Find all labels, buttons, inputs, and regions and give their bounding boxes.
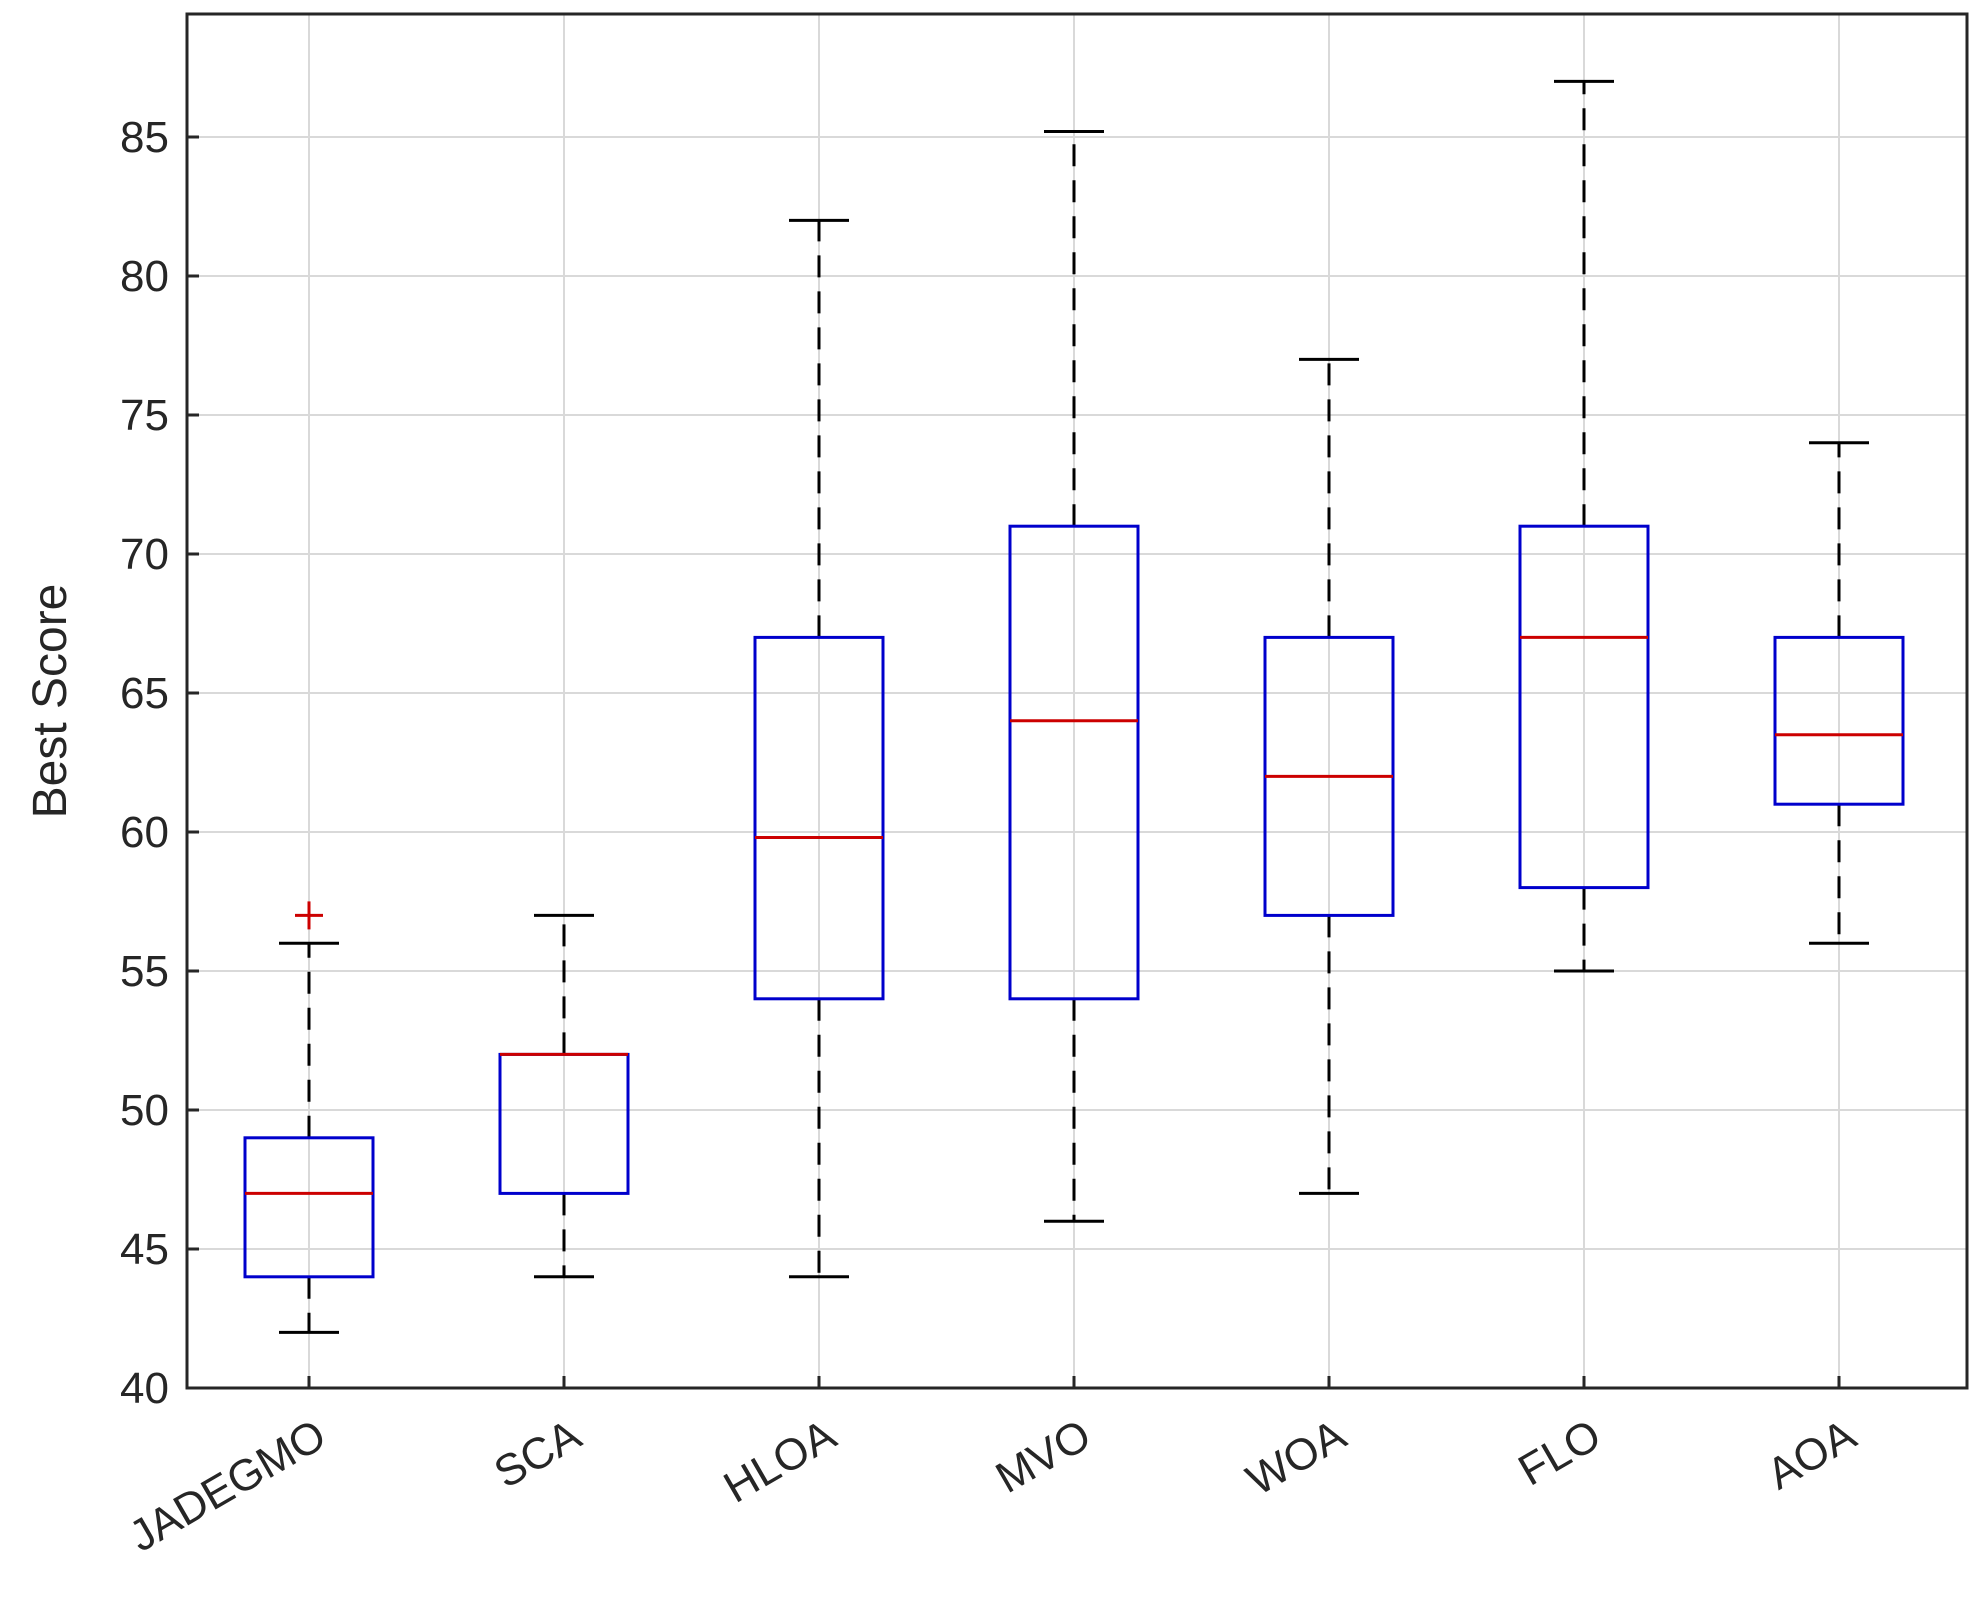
y-axis-title: Best Score — [24, 584, 77, 819]
y-tick-label: 70 — [120, 530, 169, 579]
x-tick-label: HLOA — [716, 1410, 845, 1513]
boxplot-chart: 40 45 50 55 60 65 70 75 80 85 JADEGMO SCA HLOA MVO WO… — [0, 0, 1977, 1619]
x-tick-label: WOA — [1238, 1410, 1354, 1505]
plot-area-frame — [187, 14, 1967, 1388]
y-tick-label: 85 — [120, 113, 169, 162]
grid-layer — [187, 14, 1967, 1388]
x-tick-label: FLO — [1510, 1410, 1609, 1495]
x-tick-label: MVO — [988, 1410, 1099, 1503]
x-axis-ticks: JADEGMO SCA HLOA MVO WOA FLO AOA — [121, 1376, 1864, 1561]
y-tick-label: 65 — [120, 669, 169, 718]
box-group-woa — [1265, 359, 1393, 1193]
x-tick-label: SCA — [486, 1410, 589, 1498]
y-tick-label: 40 — [120, 1364, 169, 1413]
y-tick-label: 80 — [120, 252, 169, 301]
y-tick-label: 75 — [120, 391, 169, 440]
y-tick-label: 60 — [120, 808, 169, 857]
x-tick-label: AOA — [1759, 1410, 1865, 1499]
y-tick-label: 55 — [120, 947, 169, 996]
x-tick-label: JADEGMO — [121, 1410, 334, 1561]
y-tick-label: 45 — [120, 1225, 169, 1274]
y-tick-label: 50 — [120, 1086, 169, 1135]
